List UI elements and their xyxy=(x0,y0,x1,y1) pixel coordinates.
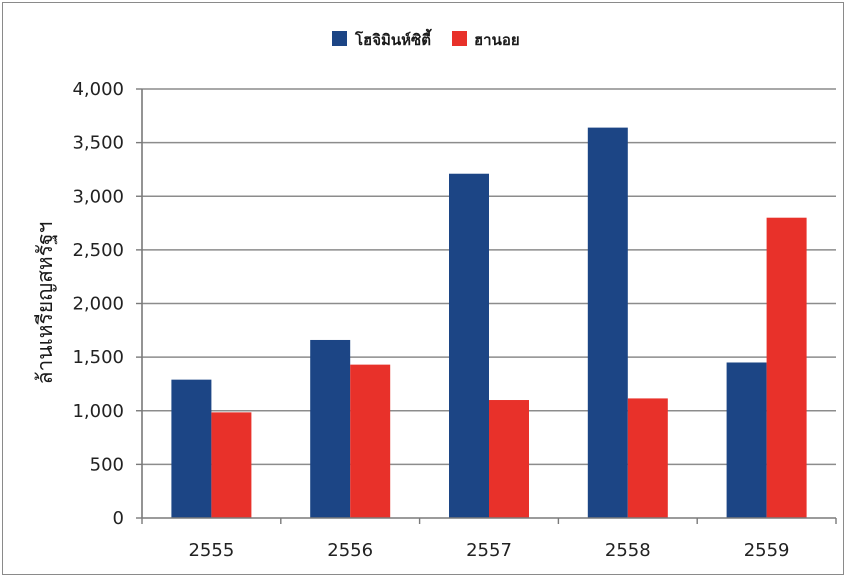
bar-hanoi-2556 xyxy=(350,364,391,518)
legend-swatch xyxy=(332,31,347,46)
x-tick-label: 2558 xyxy=(605,540,651,561)
legend-label: โฮจิมินห์ซิตี้ xyxy=(354,28,432,49)
x-tick-label: 2559 xyxy=(744,540,790,561)
bar-hanoi-2558 xyxy=(627,398,668,518)
axes xyxy=(136,88,837,524)
y-axis-label: ล้านเหรียญสหรัฐฯ xyxy=(33,222,57,385)
legend-swatch xyxy=(452,31,467,46)
bar-hcmc-2557 xyxy=(449,173,489,519)
y-tick-label: 3,500 xyxy=(72,133,124,154)
x-tick-labels: 2555 2556 2557 2558 2559 xyxy=(188,540,789,561)
bar-hcmc-2559 xyxy=(726,362,767,518)
x-tick-label: 2556 xyxy=(327,540,373,561)
y-tick-label: 1,000 xyxy=(72,401,124,422)
y-tick-label: 3,000 xyxy=(72,186,124,207)
bar-hcmc-2555 xyxy=(171,379,212,518)
y-tick-labels: 0 500 1,000 1,500 2,000 2,500 3,000 3,500 4,000 xyxy=(72,79,124,529)
y-tick-label: 2,000 xyxy=(72,294,124,315)
bar-hcmc-2556 xyxy=(310,339,351,518)
legend-label: ฮานอย xyxy=(474,31,520,49)
y-tick-label: 0 xyxy=(113,508,124,529)
y-tick-label: 500 xyxy=(90,454,124,475)
y-tick-label: 4,000 xyxy=(72,79,124,100)
bar-hanoi-2555 xyxy=(211,412,252,518)
x-tick-label: 2555 xyxy=(188,540,234,561)
x-tick-label: 2557 xyxy=(466,540,512,561)
y-tick-label: 2,500 xyxy=(72,240,124,261)
bar-hcmc-2558 xyxy=(587,127,628,519)
bars xyxy=(171,127,807,519)
bar-hanoi-2557 xyxy=(489,400,529,518)
y-tick-label: 1,500 xyxy=(72,347,124,368)
legend: โฮจิมินห์ซิตี้ ฮานอย xyxy=(332,28,520,49)
bar-hanoi-2559 xyxy=(766,217,807,518)
